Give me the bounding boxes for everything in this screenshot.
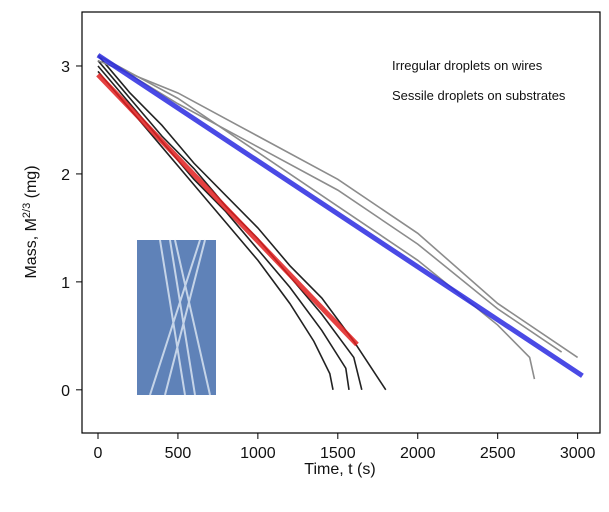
x-tick-label: 3000 xyxy=(560,445,596,462)
x-tick-label: 2000 xyxy=(400,445,436,462)
series-line xyxy=(97,54,563,353)
legend-label: Irregular droplets on wires xyxy=(392,58,543,73)
inset-photo xyxy=(137,239,216,396)
y-axis-title: Mass, M2/3 (mg) xyxy=(21,165,40,278)
x-axis-title: Time, t (s) xyxy=(304,461,375,478)
y-tick-label: 0 xyxy=(61,383,70,400)
x-tick-label: 1500 xyxy=(320,445,356,462)
y-tick-label: 3 xyxy=(61,59,70,76)
x-tick-label: 500 xyxy=(165,445,192,462)
series-line xyxy=(96,72,359,347)
legend-label: Sessile droplets on substrates xyxy=(392,88,566,103)
y-tick-label: 2 xyxy=(61,167,70,184)
x-tick-label: 2500 xyxy=(480,445,516,462)
series-line xyxy=(97,59,579,359)
plot-frame xyxy=(81,11,601,434)
series-line xyxy=(96,53,584,378)
series-line xyxy=(97,54,387,391)
x-tick-label: 1000 xyxy=(240,445,276,462)
series-line xyxy=(97,54,536,380)
x-tick-label: 0 xyxy=(94,445,103,462)
y-tick-label: 1 xyxy=(61,275,70,292)
